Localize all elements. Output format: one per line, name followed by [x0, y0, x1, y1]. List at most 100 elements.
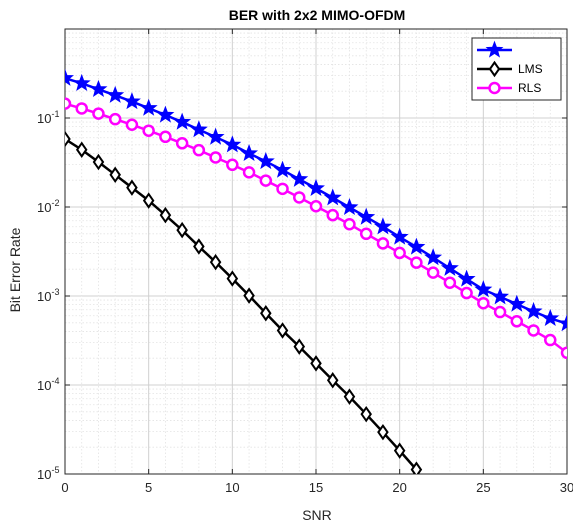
y-tick-label: 10-2 [37, 198, 59, 215]
y-tick-label: 10-4 [37, 376, 59, 393]
data-point-circle [65, 97, 72, 110]
data-point-diamond [360, 405, 372, 423]
series-line [65, 137, 418, 471]
data-point-diamond [159, 206, 172, 224]
x-tick-label: 15 [309, 480, 323, 495]
data-point-star [173, 112, 192, 130]
data-point-diamond [75, 141, 88, 158]
data-point-circle [493, 305, 507, 319]
data-point-circle [443, 276, 457, 289]
data-point-circle [410, 256, 423, 269]
data-point-circle [560, 346, 567, 360]
data-point-star [223, 135, 242, 153]
data-point-diamond [343, 388, 356, 405]
y-tick-label-base: 10 [37, 467, 51, 482]
y-tick-label-exponent: -3 [51, 287, 59, 297]
y-tick-label-base: 10 [37, 289, 51, 304]
data-point-circle [142, 124, 155, 137]
y-tick-label-exponent: -5 [51, 465, 59, 475]
data-point-diamond [226, 270, 239, 287]
data-point-diamond [209, 253, 222, 271]
x-tick-label: 20 [392, 480, 406, 495]
data-point-circle [276, 182, 289, 196]
data-point-star [139, 98, 158, 116]
data-point-diamond [377, 423, 389, 441]
data-point-circle [226, 158, 239, 172]
data-point-star [340, 197, 359, 216]
data-point-star [189, 120, 208, 138]
data-point-diamond [65, 130, 71, 148]
data-point-circle [510, 315, 524, 328]
data-point-star [156, 105, 175, 123]
data-point-circle [477, 296, 490, 310]
data-point-diamond [326, 372, 339, 389]
data-point-diamond [276, 322, 289, 339]
data-point-star [307, 178, 325, 196]
data-point-circle [259, 174, 273, 187]
y-tick-label-exponent: -1 [51, 109, 59, 119]
x-tick-label: 10 [225, 480, 239, 495]
legend: LMS RLS [471, 37, 562, 101]
x-tick-label: 25 [476, 480, 490, 495]
data-point-star [507, 294, 526, 312]
x-tick-label: 0 [61, 480, 68, 495]
legend-label: RLS [518, 81, 541, 95]
x-tick-label: 30 [560, 480, 573, 495]
data-point-circle [209, 151, 222, 164]
data-point-star [407, 237, 426, 255]
data-point-star [240, 143, 259, 162]
data-point-circle [488, 81, 501, 95]
data-point-star [440, 258, 459, 276]
data-point-star [373, 217, 392, 235]
y-tick-label-base: 10 [37, 111, 51, 126]
data-point-star [390, 227, 409, 245]
data-point-circle [75, 102, 88, 115]
data-point-star [541, 308, 560, 327]
data-point-star [491, 287, 510, 305]
data-point-star [106, 85, 125, 103]
data-point-diamond [410, 461, 423, 474]
data-point-star [72, 73, 91, 91]
data-point-circle [527, 324, 540, 337]
data-point-circle [175, 137, 189, 150]
data-point-diamond [92, 153, 105, 171]
data-point-star [424, 248, 443, 266]
data-point-star [524, 302, 543, 320]
data-point-star [65, 68, 74, 86]
data-point-star [273, 160, 292, 178]
series-star [65, 68, 567, 332]
series-circle [65, 97, 567, 360]
data-point-circle [426, 266, 440, 279]
data-point-star [323, 188, 342, 206]
data-point-star [290, 169, 309, 187]
x-axis-label: SNR [302, 507, 332, 523]
series-diamond [65, 130, 423, 474]
data-point-star [206, 127, 225, 145]
legend-label: LMS [518, 62, 543, 76]
data-point-diamond [260, 305, 272, 322]
data-point-circle [242, 166, 256, 179]
data-point-diamond [109, 166, 121, 184]
data-point-diamond [310, 355, 322, 372]
data-point-circle [309, 199, 323, 213]
data-point-diamond [243, 287, 255, 304]
y-axis-label: Bit Error Rate [7, 227, 23, 312]
data-point-circle [192, 143, 206, 157]
y-tick-label: 10-1 [37, 109, 59, 126]
data-point-star [558, 314, 567, 332]
data-point-star [122, 92, 141, 110]
data-point-diamond [193, 238, 205, 255]
data-point-circle [393, 246, 406, 260]
y-tick-label-exponent: -4 [51, 376, 59, 386]
data-point-circle [159, 130, 172, 144]
data-point-diamond [393, 442, 406, 459]
data-point-diamond [176, 221, 188, 239]
data-point-circle [293, 191, 306, 204]
chart-title: BER with 2x2 MIMO-OFDM [229, 7, 406, 23]
y-tick-label: 10-5 [37, 465, 59, 482]
data-point-diamond [142, 192, 155, 209]
data-point-star [457, 269, 476, 287]
data-point-diamond [126, 179, 138, 196]
